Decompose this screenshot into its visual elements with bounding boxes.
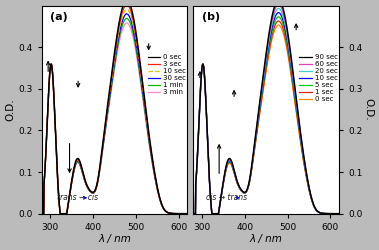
10 sec — [127, 10, 131, 13]
X-axis label: λ / nm: λ / nm — [98, 234, 131, 244]
Line: 10 sec: 10 sec — [42, 9, 190, 214]
3 sec — [124, 3, 129, 6]
3 min — [66, 206, 70, 209]
3 min — [187, 212, 192, 215]
X-axis label: λ / nm: λ / nm — [250, 234, 283, 244]
0 sec — [66, 205, 70, 208]
0 sec — [151, 162, 155, 165]
30 sec — [187, 212, 192, 215]
0 sec — [124, 0, 129, 2]
3 sec — [127, 5, 131, 8]
1 min — [106, 106, 111, 109]
30 sec — [39, 212, 44, 215]
3 min — [138, 81, 143, 84]
1 min — [187, 212, 192, 215]
30 sec — [151, 165, 155, 168]
0 sec — [77, 160, 82, 162]
3 min — [39, 212, 44, 215]
Line: 3 min: 3 min — [42, 23, 190, 214]
3 sec — [106, 99, 111, 102]
10 sec — [187, 212, 192, 215]
3 min — [77, 164, 82, 166]
0 sec — [106, 97, 111, 100]
30 sec — [138, 74, 143, 78]
0 sec — [39, 212, 44, 215]
30 sec — [77, 162, 82, 165]
0 sec — [187, 212, 192, 215]
1 min — [77, 163, 82, 166]
Line: 3 sec: 3 sec — [42, 5, 190, 214]
10 sec — [66, 205, 70, 208]
10 sec — [124, 8, 129, 11]
3 sec — [187, 212, 192, 215]
Legend: 0 sec, 3 sec, 10 sec, 30 sec, 1 min, 3 min: 0 sec, 3 sec, 10 sec, 30 sec, 1 min, 3 m… — [145, 51, 189, 98]
1 min — [66, 206, 70, 208]
1 min — [138, 78, 143, 81]
3 sec — [39, 212, 44, 215]
3 min — [124, 22, 129, 25]
30 sec — [124, 12, 129, 15]
0 sec — [138, 65, 143, 68]
3 sec — [151, 163, 155, 166]
10 sec — [106, 101, 111, 104]
Legend: 90 sec, 60 sec, 20 sec, 10 sec, 5 sec, 1 sec, 0 sec: 90 sec, 60 sec, 20 sec, 10 sec, 5 sec, 1… — [296, 51, 340, 105]
10 sec — [77, 161, 82, 164]
1 min — [124, 17, 129, 20]
1 min — [127, 19, 131, 22]
3 min — [106, 108, 111, 111]
Text: trans → cis: trans → cis — [57, 193, 98, 202]
Y-axis label: O.D.: O.D. — [6, 98, 16, 121]
30 sec — [106, 104, 111, 106]
Y-axis label: O.D.: O.D. — [363, 98, 373, 121]
30 sec — [127, 14, 131, 17]
10 sec — [39, 212, 44, 215]
10 sec — [138, 71, 143, 74]
3 sec — [138, 68, 143, 71]
10 sec — [151, 164, 155, 167]
30 sec — [66, 205, 70, 208]
3 sec — [77, 160, 82, 163]
3 sec — [66, 205, 70, 208]
0 sec — [127, 0, 131, 4]
1 min — [151, 166, 155, 169]
1 min — [39, 212, 44, 215]
Text: cis → trans: cis → trans — [206, 193, 247, 202]
Line: 1 min: 1 min — [42, 18, 190, 214]
Line: 30 sec: 30 sec — [42, 14, 190, 214]
Text: (a): (a) — [50, 12, 68, 22]
Line: 0 sec: 0 sec — [42, 0, 190, 214]
3 min — [151, 167, 155, 170]
3 min — [127, 23, 131, 26]
Text: (b): (b) — [202, 12, 220, 22]
